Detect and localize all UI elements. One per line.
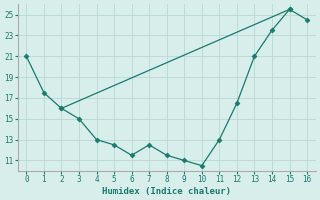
X-axis label: Humidex (Indice chaleur): Humidex (Indice chaleur) [102, 187, 231, 196]
